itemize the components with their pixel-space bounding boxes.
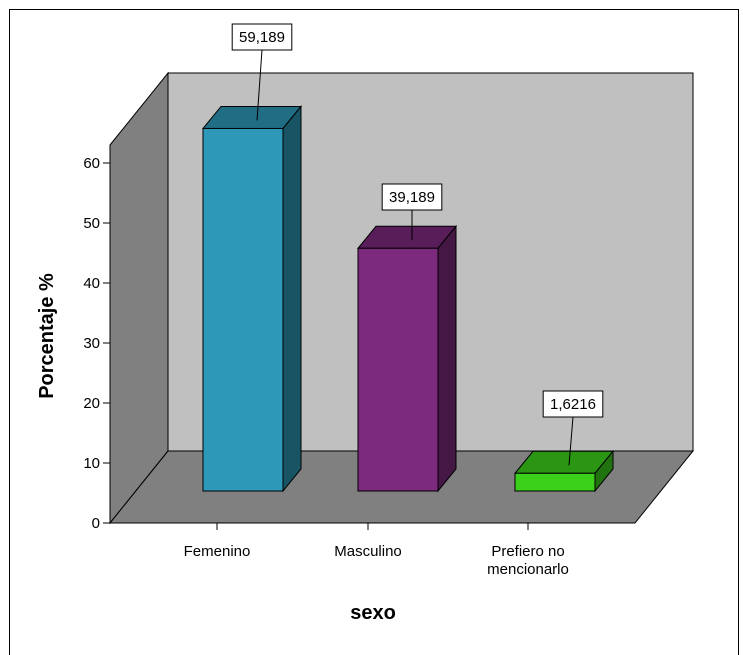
x-axis-title: sexo [350,602,396,624]
y-tick-label: 40 [83,275,100,292]
data-label: 1,6216 [550,396,596,413]
bar-side [437,224,457,493]
x-category-label: Prefiero no [491,543,564,560]
bar [357,247,439,492]
y-tick-label: 50 [83,215,100,232]
data-label: 39,189 [389,189,435,206]
bar-side [282,105,302,493]
bars [201,105,615,493]
data-labels: 59,189 39,189 1,6216 [231,23,604,466]
data-label: 59,189 [239,29,285,46]
y-tick-label: 30 [83,335,100,352]
data-label-leader [256,49,263,121]
x-category-label: mencionarlo [487,561,569,578]
y-axis-title: Porcentaje % [36,273,58,399]
y-tick-label: 60 [83,155,100,172]
bar [514,472,596,492]
data-label-box [542,390,604,418]
y-tick-label: 10 [83,455,100,472]
y-tick-label: 0 [92,515,100,532]
side-wall [109,71,169,525]
y-axis: 0 10 20 30 40 50 60 [83,145,111,532]
data-label-box [381,183,443,211]
data-label-box [231,23,293,51]
data-label-leader [568,416,574,466]
y-tick-label: 20 [83,395,100,412]
x-category-label: Masculino [334,543,402,560]
bar [202,127,284,492]
x-category-label: Femenino [184,543,251,560]
